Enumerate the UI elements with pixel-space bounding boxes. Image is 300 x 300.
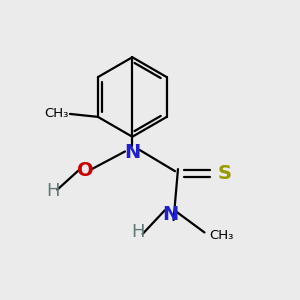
Text: H: H: [131, 224, 145, 242]
Text: O: O: [77, 161, 94, 180]
Text: N: N: [124, 143, 140, 162]
Text: CH₃: CH₃: [44, 107, 68, 120]
Text: CH₃: CH₃: [209, 229, 233, 242]
Text: N: N: [163, 205, 179, 224]
Text: S: S: [217, 164, 231, 183]
Text: H: H: [46, 182, 60, 200]
